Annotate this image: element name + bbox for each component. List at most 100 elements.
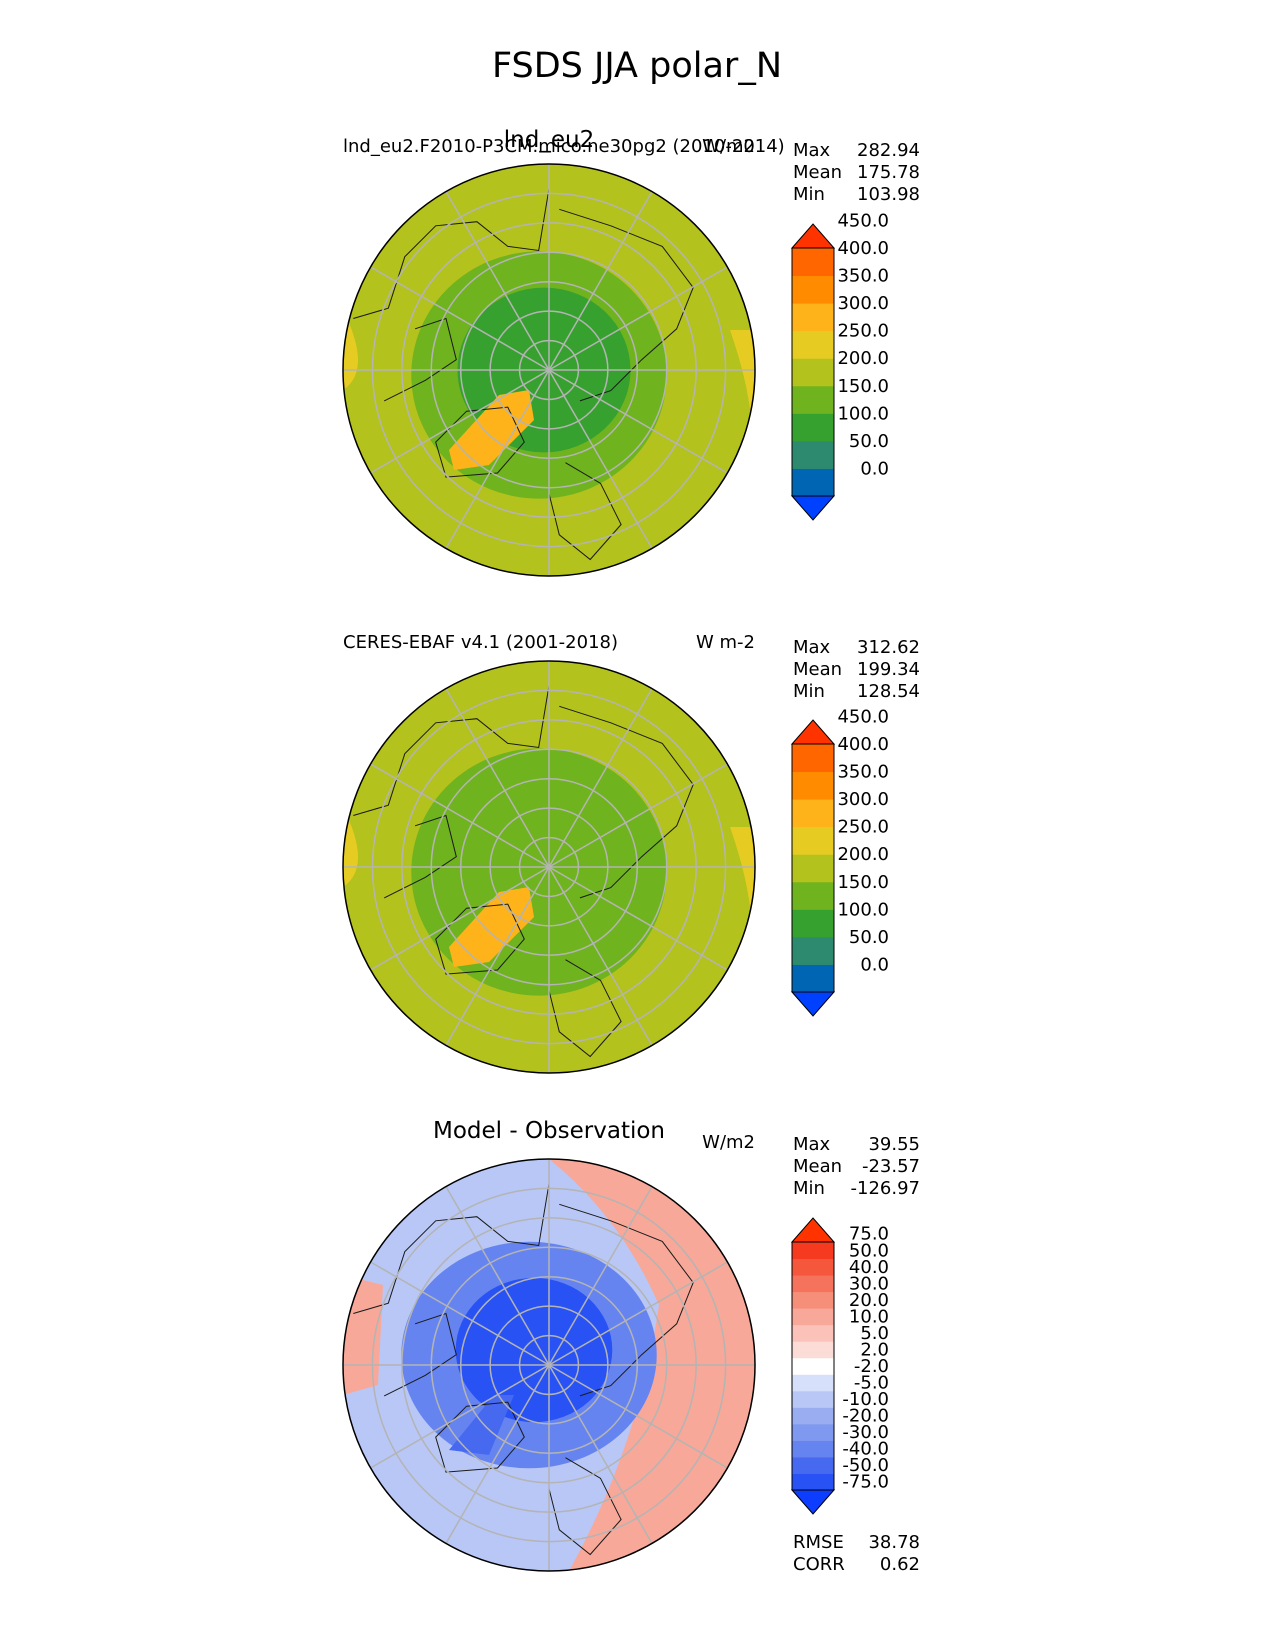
colorbar-segment [792,1291,834,1309]
colorbar-tick-label: 2.0 [860,1339,889,1360]
colorbar-segment [792,413,834,442]
longitude-gridline [548,1261,728,1366]
longitude-gridline [445,369,550,549]
colorbar-segment [792,1324,834,1342]
colorbar-segment [792,303,834,332]
longitude-gridline [548,191,653,371]
longitude-gridline [370,369,550,474]
map-field [343,661,755,1073]
colorbar-tick-label: 400.0 [837,734,889,755]
colorbar-tick-label: 450.0 [837,210,889,231]
stat-label-min: Min [793,681,825,702]
colorbar-segment [792,964,834,993]
longitude-gridline [445,191,550,371]
colorbar-segment [792,1390,834,1408]
colorbar-tick-label: 250.0 [837,321,889,342]
colorbar-segment [792,744,834,773]
colorbar-tick-label: 100.0 [837,403,889,424]
stat-label-min: Min [793,184,825,205]
coastline [559,1203,694,1397]
colorbar-segment [792,799,834,828]
longitude-gridline [445,1364,550,1544]
colorbar-segment [792,468,834,497]
coastline [435,406,525,478]
colorbar-extend-max [790,223,836,249]
colorbar-tick-label: 10.0 [849,1306,889,1327]
colorbar-extend-min [790,495,836,521]
colorbar-segment [792,881,834,910]
map-field [343,1159,755,1571]
colorbar-tick-label: 100.0 [837,899,889,920]
colorbar: -75.0-50.0-40.0-30.0-20.0-10.0-5.0-2.02.… [790,1217,889,1515]
colorbar-tick-label: -5.0 [854,1373,889,1394]
colorbar-extend-min [790,1489,836,1515]
footer-stat-label-rmse: RMSE [793,1532,844,1553]
coastline [353,685,550,816]
longitude-gridline [548,1364,728,1469]
coastline [383,317,457,402]
map-boundary [342,660,756,1074]
coastline [353,1183,550,1314]
colorbar-tick-label: 20.0 [849,1290,889,1311]
footer-stat-value-rmse: 38.78 [868,1532,920,1553]
colorbar-tick-label: -75.0 [842,1472,889,1493]
coastline [559,208,694,402]
stat-label-max: Max [793,1134,831,1155]
panel-units: W/m2 [702,1132,755,1153]
stat-value-max: 39.55 [868,1134,920,1155]
panel-title: Model - Observation [433,1118,665,1144]
colorbar-segment [792,440,834,469]
longitude-gridline [548,866,728,971]
longitude-gridline [370,763,550,868]
longitude-gridline [370,266,550,371]
colorbar-segment [792,1440,834,1458]
stat-value-mean: 175.78 [857,162,920,183]
colorbar-segment [792,826,834,855]
colorbar-tick-label: -40.0 [842,1439,889,1460]
colorbar-tick-label: -50.0 [842,1455,889,1476]
colorbar-segment [792,1473,834,1491]
colorbar: 0.0 50.0 100.0 150.0 200.0 250.0 300.0 350.0 400… [790,210,889,521]
stat-value-mean: -23.57 [862,1156,920,1177]
greenland-field [449,1395,514,1455]
longitude-gridline [370,1364,550,1469]
colorbar-frame [791,1241,835,1491]
longitude-gridline [548,369,728,474]
longitude-gridline [445,688,550,868]
longitude-gridline [370,1261,550,1366]
panel-units: W m-2 [696,632,755,653]
colorbar-segment [792,1407,834,1425]
stat-label-mean: Mean [793,659,842,680]
coastline [548,1457,622,1556]
colorbar-tick-label: 50.0 [849,431,889,452]
colorbar-frame [791,247,835,497]
longitude-gridline [445,1186,550,1366]
stat-value-min: 128.54 [857,681,920,702]
colorbar-segment [792,358,834,387]
footer-stat-label-corr: CORR [793,1554,845,1575]
colorbar-tick-label: 350.0 [837,762,889,783]
stat-label-mean: Mean [793,162,842,183]
colorbar-extend-max [790,1217,836,1243]
panel-2: CERES-EBAF v4.1 (2001-2018) W m-2 Max 312.6… [342,632,920,1074]
map-field [343,164,755,576]
coastline [353,188,550,319]
panel-left-label: lnd_eu2.F2010-P3CM.mico.ne30pg2 (2010-20… [343,136,785,157]
colorbar-extend-min [790,991,836,1017]
colorbar-tick-label: 300.0 [837,789,889,810]
colorbar-tick-label: 40.0 [849,1257,889,1278]
field-inner [455,1277,613,1423]
colorbar-tick-label: -10.0 [842,1389,889,1410]
colorbar-tick-label: 150.0 [837,376,889,397]
greenland-field [449,390,534,470]
coastline [559,705,694,899]
colorbar-tick-label: 0.0 [860,954,889,975]
stat-value-max: 312.62 [857,637,920,658]
longitude-gridline [548,1186,653,1366]
panel-3: Model - Observation W/m2 Max 39.55 Mean -23.5… [342,1118,920,1575]
colorbar-tick-label: 5.0 [860,1323,889,1344]
field-positive-west [343,1275,383,1395]
colorbar-tick-label: 50.0 [849,927,889,948]
longitude-gridline [548,1364,653,1544]
